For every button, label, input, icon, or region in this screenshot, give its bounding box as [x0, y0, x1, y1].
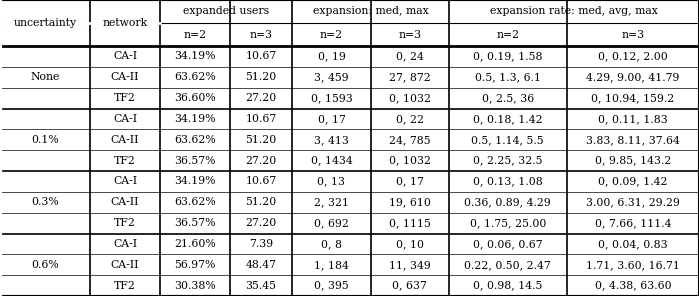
Text: 3.00, 6.31, 29.29: 3.00, 6.31, 29.29 — [586, 197, 679, 207]
Text: 0, 0.98, 14.5: 0, 0.98, 14.5 — [473, 281, 542, 291]
Text: 0, 24: 0, 24 — [396, 52, 424, 61]
Text: 0, 1434: 0, 1434 — [310, 156, 352, 165]
Text: 19, 610: 19, 610 — [389, 197, 431, 207]
Text: expansion rate: med, avg, max: expansion rate: med, avg, max — [490, 7, 658, 17]
Text: 0, 7.66, 111.4: 0, 7.66, 111.4 — [595, 218, 671, 228]
Text: CA-II: CA-II — [111, 260, 139, 270]
Text: n=3: n=3 — [250, 30, 273, 39]
Text: 0, 9.85, 143.2: 0, 9.85, 143.2 — [595, 156, 671, 165]
Text: 0, 692: 0, 692 — [314, 218, 349, 228]
Text: 0, 0.06, 0.67: 0, 0.06, 0.67 — [473, 239, 542, 249]
Text: 10.67: 10.67 — [245, 114, 277, 124]
Text: 51.20: 51.20 — [245, 135, 277, 145]
Text: 27.20: 27.20 — [245, 93, 277, 103]
Text: 0, 22: 0, 22 — [396, 114, 424, 124]
Text: TF2: TF2 — [114, 156, 136, 165]
Text: 0.36, 0.89, 4.29: 0.36, 0.89, 4.29 — [464, 197, 551, 207]
Text: 0, 1.75, 25.00: 0, 1.75, 25.00 — [470, 218, 546, 228]
Text: 35.45: 35.45 — [245, 281, 277, 291]
Text: 0, 13: 0, 13 — [317, 176, 345, 186]
Text: 27.20: 27.20 — [245, 156, 277, 165]
Text: 0, 0.12, 2.00: 0, 0.12, 2.00 — [598, 52, 668, 61]
Text: None: None — [31, 72, 60, 82]
Text: 0, 0.04, 0.83: 0, 0.04, 0.83 — [598, 239, 668, 249]
Text: 3.83, 8.11, 37.64: 3.83, 8.11, 37.64 — [586, 135, 679, 145]
Text: 51.20: 51.20 — [245, 72, 277, 82]
Text: 0.6%: 0.6% — [31, 260, 59, 270]
Text: uncertainty: uncertainty — [13, 18, 77, 28]
Text: 3, 459: 3, 459 — [314, 72, 349, 82]
Text: 21.60%: 21.60% — [174, 239, 216, 249]
Text: 48.47: 48.47 — [245, 260, 277, 270]
Text: 10.67: 10.67 — [245, 176, 277, 186]
Text: CA-I: CA-I — [113, 176, 137, 186]
Text: 34.19%: 34.19% — [174, 52, 216, 61]
Text: 24, 785: 24, 785 — [389, 135, 431, 145]
Text: 0, 0.18, 1.42: 0, 0.18, 1.42 — [473, 114, 542, 124]
Text: 0.1%: 0.1% — [31, 135, 59, 145]
Text: 34.19%: 34.19% — [174, 176, 216, 186]
Text: 0, 1593: 0, 1593 — [310, 93, 352, 103]
Text: CA-II: CA-II — [111, 135, 139, 145]
Text: 1, 184: 1, 184 — [314, 260, 349, 270]
Text: 63.62%: 63.62% — [174, 72, 216, 82]
Text: n=2: n=2 — [320, 30, 343, 39]
Text: 0, 19: 0, 19 — [317, 52, 345, 61]
Text: CA-I: CA-I — [113, 52, 137, 61]
Text: 0, 17: 0, 17 — [317, 114, 345, 124]
Text: expansion: med, max: expansion: med, max — [312, 7, 428, 17]
Text: 11, 349: 11, 349 — [389, 260, 431, 270]
Text: 0, 1115: 0, 1115 — [389, 218, 431, 228]
Text: TF2: TF2 — [114, 218, 136, 228]
Text: 30.38%: 30.38% — [174, 281, 216, 291]
Text: CA-II: CA-II — [111, 72, 139, 82]
Text: 0, 0.13, 1.08: 0, 0.13, 1.08 — [473, 176, 542, 186]
Text: 51.20: 51.20 — [245, 197, 277, 207]
Text: 4.29, 9.00, 41.79: 4.29, 9.00, 41.79 — [586, 72, 679, 82]
Text: CA-I: CA-I — [113, 114, 137, 124]
Text: 0, 637: 0, 637 — [392, 281, 427, 291]
Text: 27.20: 27.20 — [245, 218, 277, 228]
Text: 0.5, 1.14, 5.5: 0.5, 1.14, 5.5 — [471, 135, 544, 145]
Text: TF2: TF2 — [114, 281, 136, 291]
Text: 36.60%: 36.60% — [174, 93, 216, 103]
Text: n=3: n=3 — [398, 30, 421, 39]
Text: 0, 10: 0, 10 — [396, 239, 424, 249]
Text: 63.62%: 63.62% — [174, 197, 216, 207]
Text: 0, 2.25, 32.5: 0, 2.25, 32.5 — [473, 156, 542, 165]
Text: 36.57%: 36.57% — [174, 218, 216, 228]
Text: 63.62%: 63.62% — [174, 135, 216, 145]
Text: 0, 0.09, 1.42: 0, 0.09, 1.42 — [598, 176, 668, 186]
Text: 10.67: 10.67 — [245, 52, 277, 61]
Text: 0, 395: 0, 395 — [314, 281, 349, 291]
Text: 1.71, 3.60, 16.71: 1.71, 3.60, 16.71 — [586, 260, 679, 270]
Text: 7.39: 7.39 — [249, 239, 273, 249]
Text: expanded users: expanded users — [183, 7, 269, 17]
Text: 0.5, 1.3, 6.1: 0.5, 1.3, 6.1 — [475, 72, 541, 82]
Text: 0, 2.5, 36: 0, 2.5, 36 — [482, 93, 534, 103]
Text: 0, 4.38, 63.60: 0, 4.38, 63.60 — [595, 281, 671, 291]
Text: 27, 872: 27, 872 — [389, 72, 431, 82]
Text: CA-II: CA-II — [111, 197, 139, 207]
Text: 0.22, 0.50, 2.47: 0.22, 0.50, 2.47 — [464, 260, 551, 270]
Text: 0, 0.11, 1.83: 0, 0.11, 1.83 — [598, 114, 668, 124]
Text: network: network — [103, 18, 147, 28]
Text: 0, 17: 0, 17 — [396, 176, 424, 186]
Text: 0, 1032: 0, 1032 — [389, 93, 431, 103]
Text: 56.97%: 56.97% — [174, 260, 215, 270]
Text: 2, 321: 2, 321 — [314, 197, 349, 207]
Text: 0.3%: 0.3% — [31, 197, 59, 207]
Text: 3, 413: 3, 413 — [314, 135, 349, 145]
Text: 0, 0.19, 1.58: 0, 0.19, 1.58 — [473, 52, 542, 61]
Text: TF2: TF2 — [114, 93, 136, 103]
Text: 34.19%: 34.19% — [174, 114, 216, 124]
Text: n=3: n=3 — [621, 30, 644, 39]
Text: 36.57%: 36.57% — [174, 156, 216, 165]
Text: 0, 10.94, 159.2: 0, 10.94, 159.2 — [591, 93, 675, 103]
Text: n=2: n=2 — [496, 30, 519, 39]
Text: n=2: n=2 — [183, 30, 206, 39]
Text: 0, 8: 0, 8 — [321, 239, 342, 249]
Text: CA-I: CA-I — [113, 239, 137, 249]
Text: 0, 1032: 0, 1032 — [389, 156, 431, 165]
